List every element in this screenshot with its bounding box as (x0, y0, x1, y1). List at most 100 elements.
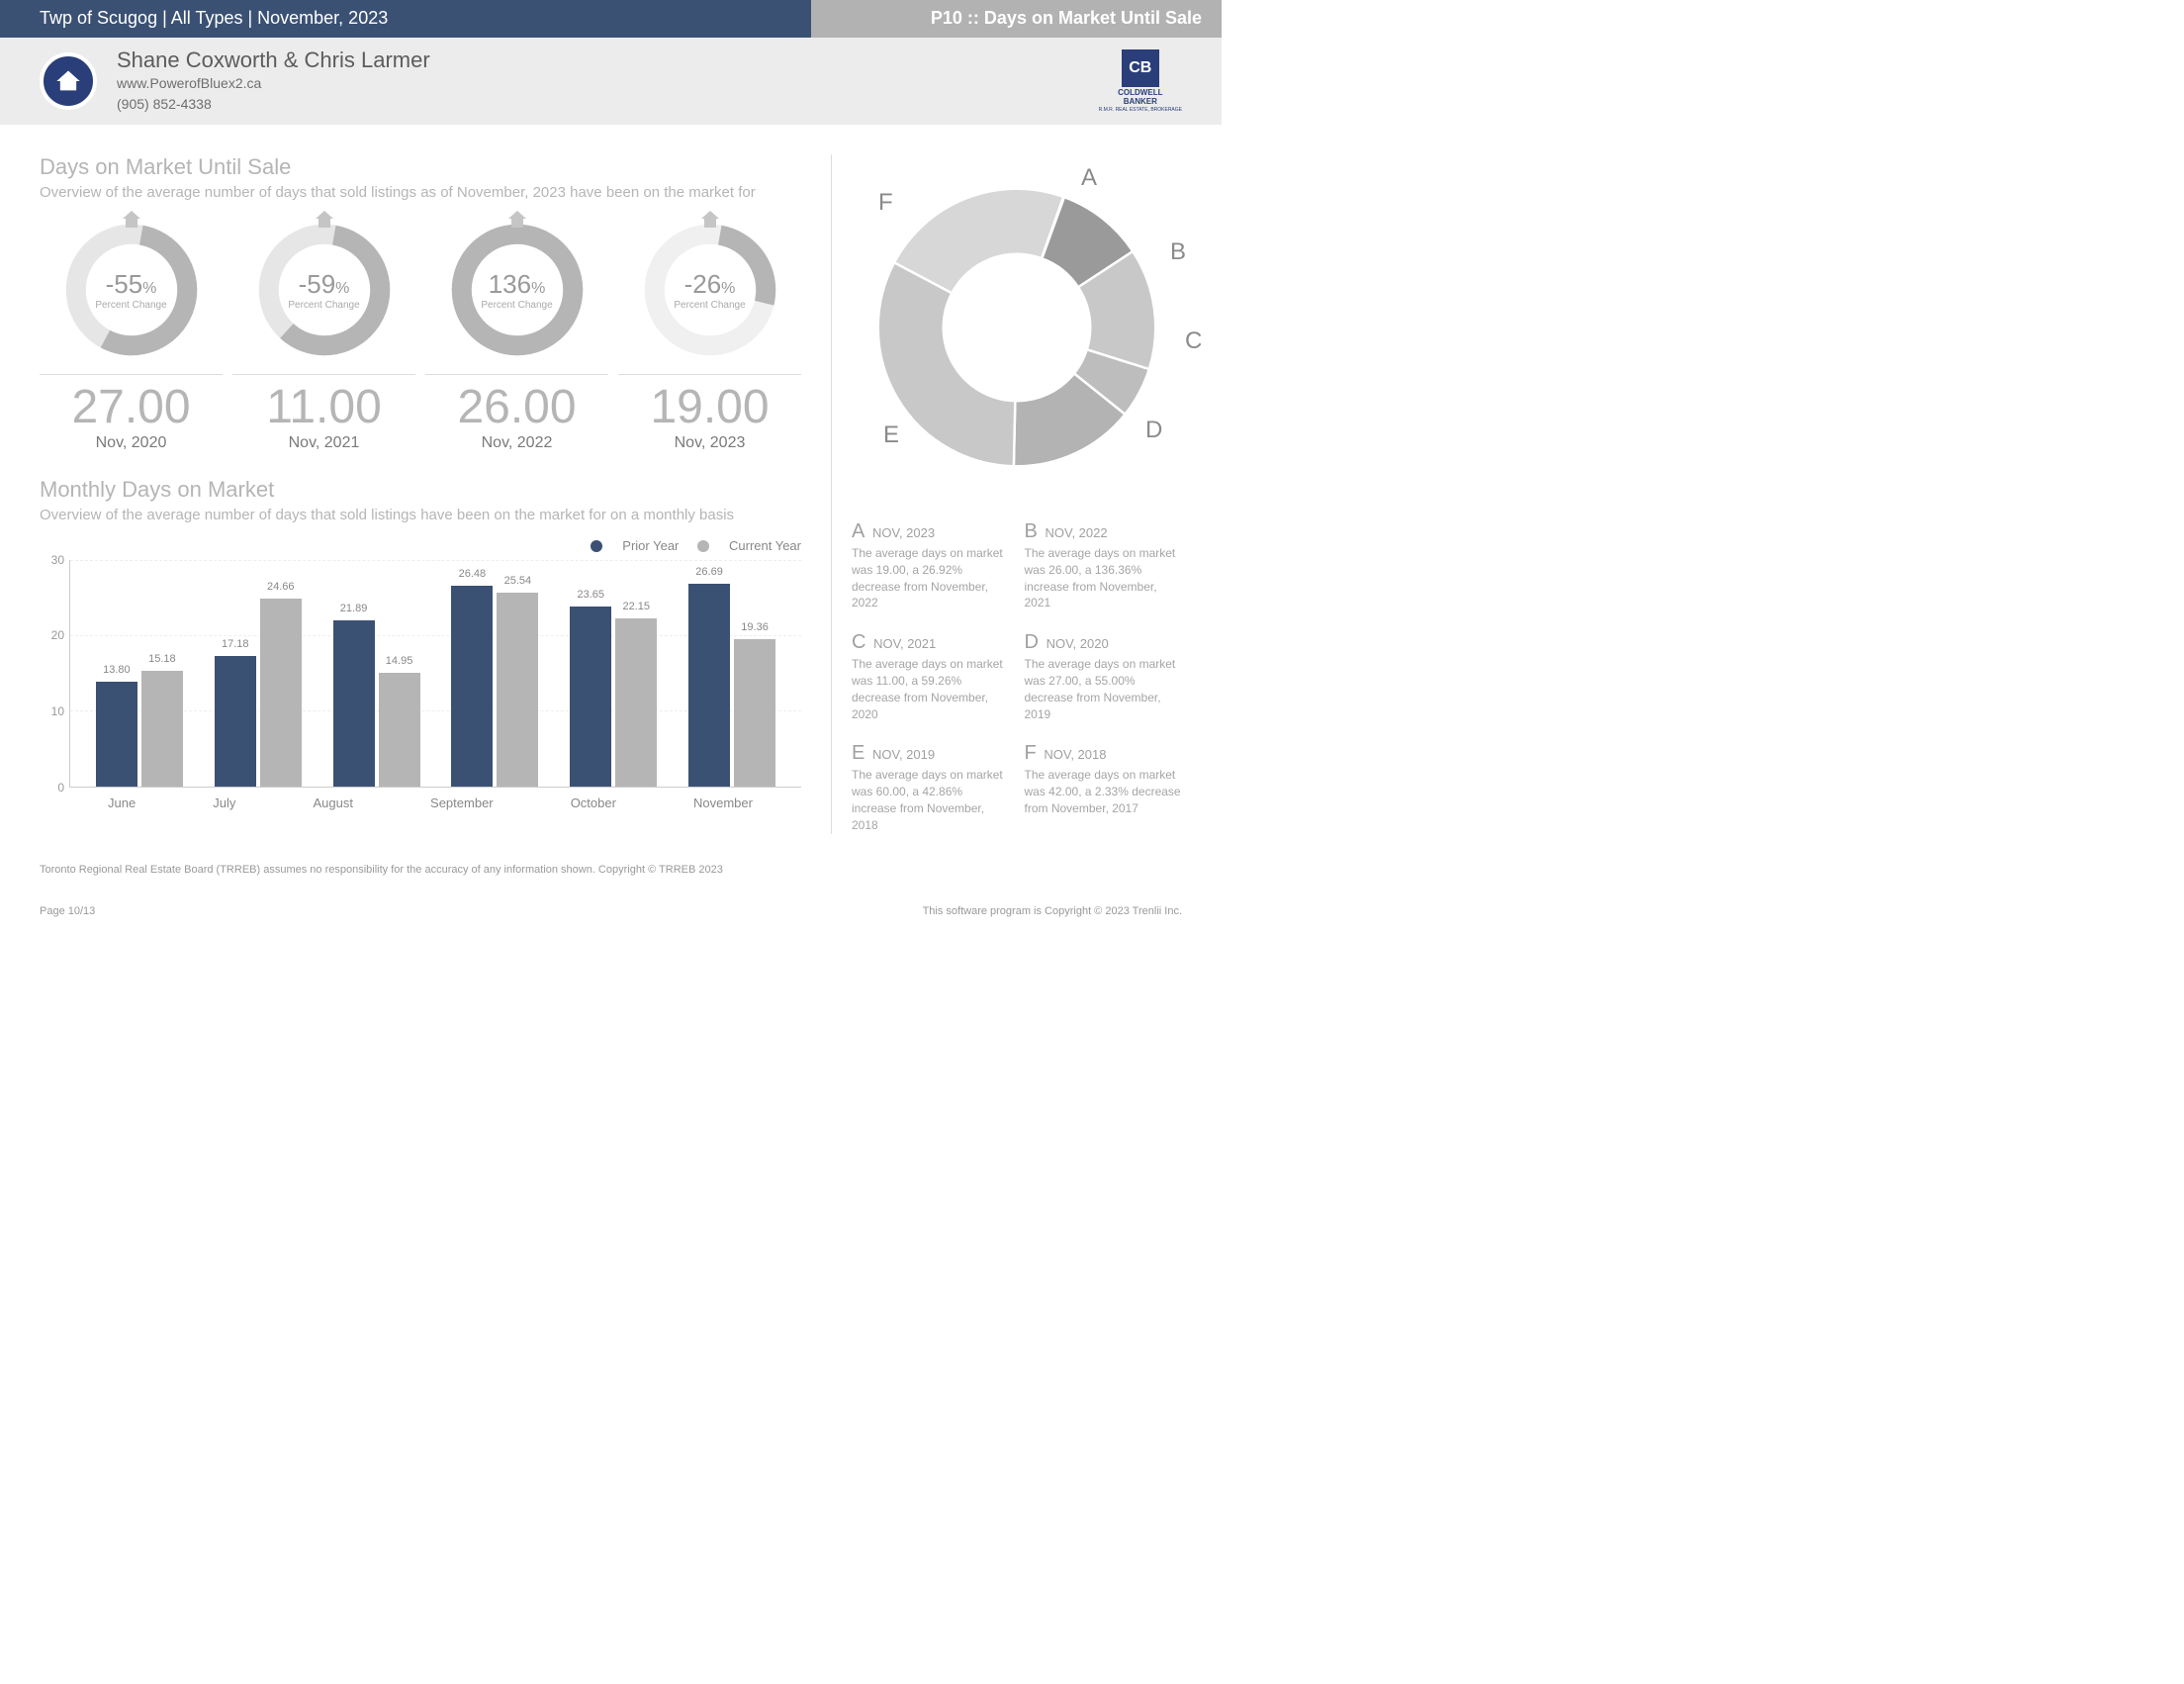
bar-value: 13.80 (96, 664, 137, 676)
legend-current: Current Year (729, 538, 801, 553)
x-label: October (571, 795, 616, 810)
agent-header: Shane Coxworth & Chris Larmer www.Powero… (0, 38, 1222, 125)
ring-letter: A (1081, 164, 1097, 192)
legend-body: The average days on market was 19.00, a … (852, 545, 1010, 611)
donut-date: Nov, 2020 (40, 434, 223, 452)
donut-cell: -59% Percent Change 11.00 Nov, 2021 (232, 216, 415, 452)
agent-phone: (905) 852-4338 (117, 94, 430, 115)
agent-logo (40, 52, 97, 110)
bar-value: 26.48 (451, 568, 493, 580)
bar-prior: 23.65 (570, 607, 611, 786)
bar-current: 22.15 (615, 618, 657, 787)
legend-prior: Prior Year (622, 538, 679, 553)
bar-prior: 21.89 (333, 620, 375, 787)
footer: Toronto Regional Real Estate Board (TRRE… (0, 844, 1222, 937)
month-group: 26.48 25.54 (451, 586, 538, 787)
bar-current: 24.66 (260, 599, 302, 786)
legend-letter: A (852, 520, 864, 542)
house-icon (313, 208, 336, 237)
donut-percent: -26% (674, 269, 745, 300)
bar-value: 25.54 (497, 575, 538, 587)
bar-value: 24.66 (260, 581, 302, 593)
bar-prior: 13.80 (96, 682, 137, 787)
house-icon (120, 208, 143, 237)
legend-item: D NOV, 2020 The average days on market w… (1025, 631, 1183, 722)
donut-label: Percent Change (288, 300, 359, 311)
brand-line-2: BANKER (1099, 98, 1182, 107)
copyright: This software program is Copyright © 202… (923, 905, 1182, 917)
donut-label: Percent Change (95, 300, 166, 311)
bar-value: 26.69 (688, 566, 730, 578)
legend-item: A NOV, 2023 The average days on market w… (852, 520, 1010, 611)
y-tick: 20 (51, 628, 64, 642)
ring-letter: B (1170, 238, 1186, 266)
bar-current: 15.18 (141, 671, 183, 786)
agent-name: Shane Coxworth & Chris Larmer (117, 47, 430, 73)
section2-title: Monthly Days on Market (40, 477, 801, 503)
bar-prior: 17.18 (215, 656, 256, 787)
donut-date: Nov, 2022 (425, 434, 608, 452)
report-context: Twp of Scugog | All Types | November, 20… (0, 0, 811, 38)
legend-item: F NOV, 2018 The average days on market w… (1025, 742, 1183, 833)
bar-value: 22.15 (615, 601, 657, 612)
ring-letter: C (1185, 327, 1202, 355)
legend-letter: B (1025, 520, 1038, 542)
agent-info: Shane Coxworth & Chris Larmer www.Powero… (117, 47, 430, 115)
x-axis-labels: JuneJulyAugustSeptemberOctoberNovember (40, 788, 801, 810)
page-number: Page 10/13 (40, 905, 95, 917)
ring-letter: E (883, 421, 899, 449)
month-group: 13.80 15.18 (96, 671, 183, 786)
donut-date: Nov, 2021 (232, 434, 415, 452)
donut-percent: 136% (481, 269, 552, 300)
ring-chart: ABCDEF (854, 164, 1180, 491)
brokerage-logo: CB COLDWELL BANKER R.M.R. REAL ESTATE, B… (1099, 49, 1182, 113)
legend-date: NOV, 2021 (873, 636, 936, 651)
y-tick: 10 (51, 704, 64, 718)
bar-value: 14.95 (379, 655, 420, 667)
bar-chart: 0102030 13.80 15.18 17.18 24.66 21.89 (40, 560, 801, 788)
x-label: July (213, 795, 235, 810)
section1-title: Days on Market Until Sale (40, 154, 801, 180)
legend-item: C NOV, 2021 The average days on market w… (852, 631, 1010, 722)
legend-item: B NOV, 2022 The average days on market w… (1025, 520, 1183, 611)
legend-date: NOV, 2023 (872, 525, 935, 540)
legend-date: NOV, 2020 (1046, 636, 1109, 651)
y-tick: 0 (57, 781, 64, 795)
legend-letter: D (1025, 631, 1039, 653)
bar-prior: 26.69 (688, 584, 730, 787)
donut-value: 26.00 (425, 374, 608, 434)
top-bar: Twp of Scugog | All Types | November, 20… (0, 0, 1222, 38)
ring-letter: F (878, 189, 893, 217)
bar-prior: 26.48 (451, 586, 493, 787)
section1-subtitle: Overview of the average number of days t… (40, 184, 801, 201)
agent-url: www.PowerofBluex2.ca (117, 73, 430, 94)
donut-value: 11.00 (232, 374, 415, 434)
donut-value: 19.00 (618, 374, 801, 434)
legend-body: The average days on market was 11.00, a … (852, 656, 1010, 722)
donut-cell: -26% Percent Change 19.00 Nov, 2023 (618, 216, 801, 452)
month-group: 17.18 24.66 (215, 599, 302, 786)
disclaimer: Toronto Regional Real Estate Board (TRRE… (40, 864, 1182, 876)
donut-cell: 136% Percent Change 26.00 Nov, 2022 (425, 216, 608, 452)
legend-body: The average days on market was 27.00, a … (1025, 656, 1183, 722)
legend-body: The average days on market was 60.00, a … (852, 767, 1010, 833)
legend-date: NOV, 2022 (1045, 525, 1107, 540)
y-tick: 30 (51, 553, 64, 567)
page-indicator: P10 :: Days on Market Until Sale (811, 0, 1222, 38)
x-label: August (313, 795, 352, 810)
donut-date: Nov, 2023 (618, 434, 801, 452)
x-label: June (108, 795, 136, 810)
donut-row: -55% Percent Change 27.00 Nov, 2020 -59%… (40, 216, 801, 452)
legend-letter: F (1025, 742, 1037, 764)
month-group: 21.89 14.95 (333, 620, 420, 787)
donut-value: 27.00 (40, 374, 223, 434)
donut-label: Percent Change (481, 300, 552, 311)
x-label: September (430, 795, 494, 810)
legend-date: NOV, 2018 (1044, 747, 1106, 762)
legend-date: NOV, 2019 (872, 747, 935, 762)
bar-current: 14.95 (379, 673, 420, 787)
bar-value: 23.65 (570, 589, 611, 601)
legend-letter: E (852, 742, 864, 764)
bar-legend: Prior Year Current Year (40, 538, 801, 555)
month-group: 23.65 22.15 (570, 607, 657, 786)
